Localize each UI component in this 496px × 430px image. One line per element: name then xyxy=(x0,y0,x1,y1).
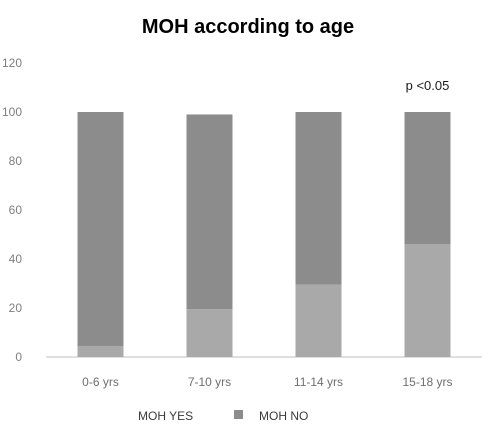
bar-moh-no-1 xyxy=(77,112,124,346)
x-tick-label: 15-18 yrs xyxy=(402,375,452,389)
x-tick-label: 0-6 yrs xyxy=(82,375,119,389)
bar-moh-yes-3 xyxy=(295,284,342,357)
y-tick-label: 60 xyxy=(9,203,23,217)
y-tick-label: 80 xyxy=(9,154,23,168)
x-tick-label: 7-10 yrs xyxy=(188,375,231,389)
legend-swatch-moh-no xyxy=(234,410,243,419)
x-axis-labels: 0-6 yrs 7-10 yrs 11-14 yrs 15-18 yrs xyxy=(82,375,452,389)
bar-moh-no-2 xyxy=(186,114,233,310)
p-value-annotation: p <0.05 xyxy=(406,78,450,93)
x-tick-label: 11-14 yrs xyxy=(294,375,343,389)
legend: MOH YES MOH NO xyxy=(138,409,308,423)
bar-moh-yes-2 xyxy=(186,309,233,357)
y-tick-label: 40 xyxy=(9,252,23,266)
bar-moh-yes-1 xyxy=(77,345,124,357)
y-tick-label: 20 xyxy=(9,301,23,315)
y-tick-label: 100 xyxy=(2,105,22,119)
y-tick-label: 0 xyxy=(15,350,22,364)
chart-title: MOH according to age xyxy=(142,16,354,38)
bar-moh-no-4 xyxy=(404,112,451,245)
bar-moh-no-3 xyxy=(295,112,342,285)
legend-label-moh-yes: MOH YES xyxy=(138,409,193,423)
bar-moh-yes-4 xyxy=(404,244,451,357)
bars xyxy=(77,112,451,357)
y-tick-label: 120 xyxy=(2,56,22,70)
legend-label-moh-no: MOH NO xyxy=(259,409,308,423)
y-axis-ticks: 0 20 40 60 80 100 120 xyxy=(2,56,22,364)
